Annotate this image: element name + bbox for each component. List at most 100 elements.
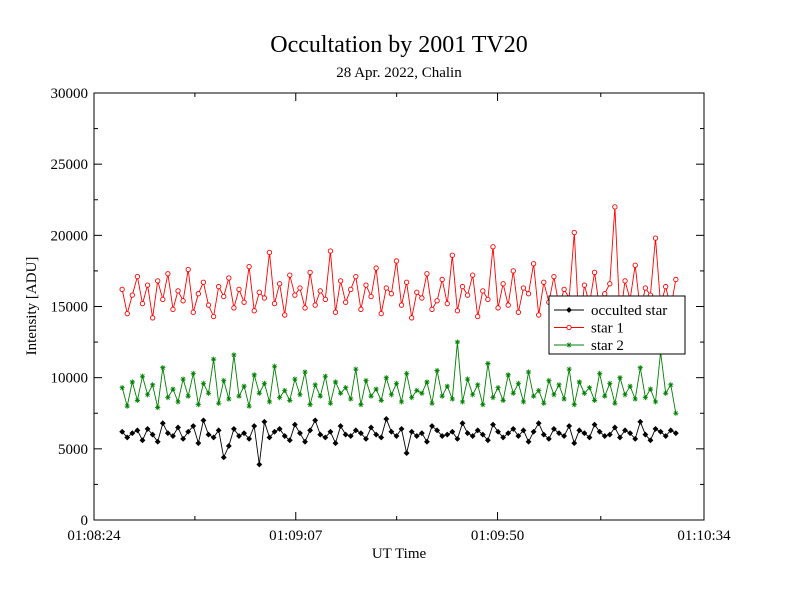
data-point (602, 291, 608, 297)
data-point (586, 385, 593, 391)
data-point (586, 434, 593, 441)
data-point (454, 339, 461, 345)
data-point (667, 427, 674, 434)
data-point (612, 204, 618, 210)
data-point (241, 430, 247, 437)
data-point (383, 416, 390, 422)
data-point (459, 420, 466, 427)
data-point (490, 421, 496, 428)
data-point (256, 390, 262, 396)
data-point (663, 390, 669, 396)
data-point (287, 397, 293, 404)
data-point (672, 430, 679, 437)
data-point (302, 438, 308, 445)
data-point (566, 366, 572, 372)
data-point (490, 244, 496, 250)
data-point (424, 438, 430, 445)
data-point (139, 373, 146, 379)
data-point (429, 400, 435, 406)
data-point (363, 435, 369, 442)
data-point (327, 248, 334, 254)
data-point (276, 281, 283, 287)
data-point (297, 285, 303, 291)
data-point (484, 437, 491, 444)
data-point (332, 440, 339, 447)
data-point (251, 372, 257, 378)
data-point (353, 273, 359, 280)
data-point (601, 433, 608, 439)
data-point (185, 393, 191, 399)
data-point (388, 428, 395, 435)
data-point (525, 369, 532, 375)
data-point (429, 423, 435, 429)
legend-swatch-marker (566, 307, 572, 313)
data-point (444, 383, 450, 389)
data-point (673, 410, 679, 416)
data-point (536, 312, 542, 318)
data-point (358, 402, 364, 408)
x-axis: 01:08:24 01:09:07 01:09:50 01:10:34 (67, 93, 731, 544)
data-point (220, 454, 227, 461)
data-point (495, 305, 501, 311)
data-point (464, 376, 471, 382)
data-point (637, 418, 644, 425)
data-point (409, 315, 415, 321)
data-point (373, 431, 380, 438)
data-point (195, 440, 202, 447)
data-point (378, 310, 384, 317)
data-point (251, 423, 258, 429)
data-point (383, 375, 389, 381)
data-point (393, 433, 400, 439)
data-point (317, 431, 324, 438)
data-point (322, 434, 329, 441)
data-point (282, 312, 288, 318)
data-point (312, 382, 318, 388)
data-point (241, 299, 247, 305)
data-point (632, 396, 638, 402)
data-point (540, 431, 547, 438)
data-point (591, 397, 598, 404)
data-point (230, 425, 237, 432)
data-point (449, 428, 456, 435)
data-point (576, 427, 583, 434)
data-point (398, 399, 405, 405)
data-point (368, 293, 374, 300)
data-point (348, 286, 354, 293)
data-point (180, 435, 187, 442)
data-point (297, 392, 303, 398)
data-point (190, 309, 196, 315)
data-point (144, 392, 151, 398)
data-point (485, 360, 491, 367)
data-point (139, 437, 146, 444)
data-point (246, 263, 252, 270)
data-point (266, 399, 273, 405)
data-point (525, 291, 532, 297)
data-point (226, 396, 232, 402)
data-point (221, 377, 227, 384)
data-point (134, 427, 141, 434)
data-point (271, 301, 278, 307)
data-point (551, 273, 557, 280)
data-point (286, 437, 293, 444)
data-point (261, 418, 268, 425)
data-point (231, 305, 237, 311)
data-point (170, 306, 176, 312)
data-point (622, 427, 628, 434)
y-tick-label: 10000 (51, 371, 89, 387)
data-point (195, 291, 202, 297)
data-point (480, 402, 486, 408)
data-point (358, 306, 364, 312)
data-point (434, 298, 440, 304)
data-point (607, 380, 613, 386)
data-point (154, 438, 161, 445)
data-point (150, 382, 156, 388)
data-point (271, 363, 278, 369)
data-point (627, 430, 634, 437)
data-point (332, 309, 339, 315)
data-point (413, 433, 420, 439)
chart-title: Occultation by 2001 TV20 (270, 32, 528, 58)
data-point (291, 421, 298, 428)
data-point (357, 430, 364, 437)
data-point (347, 433, 354, 439)
